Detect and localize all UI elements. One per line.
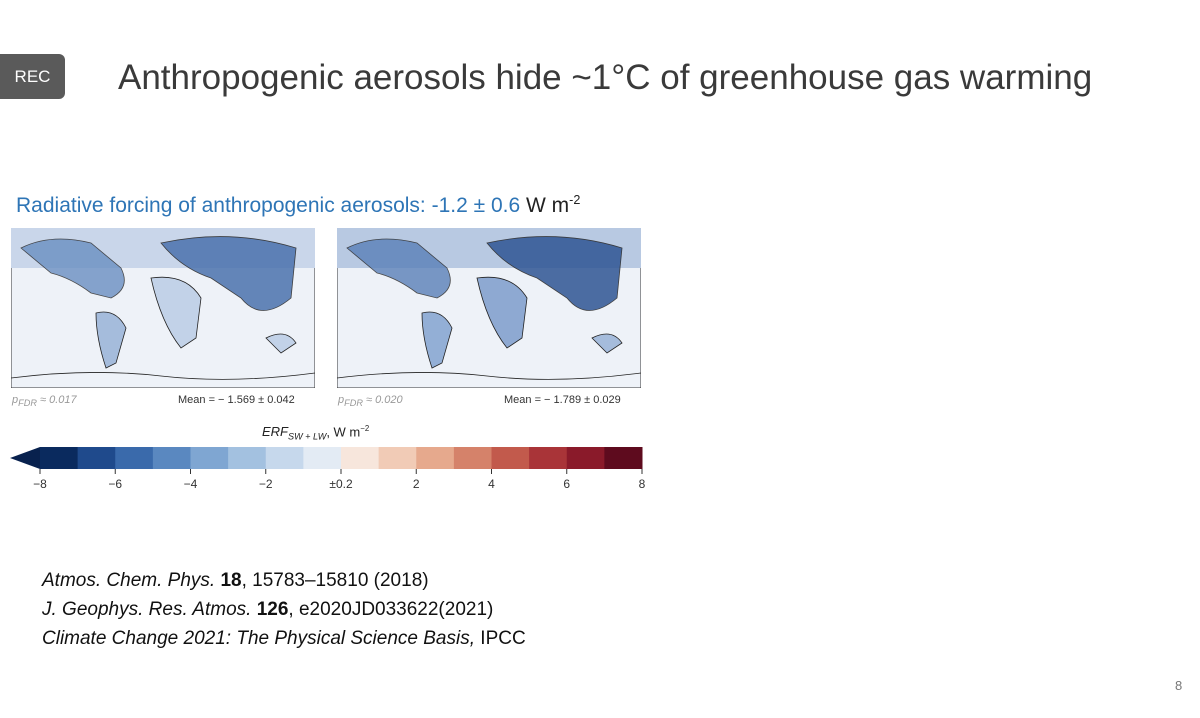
p: p (338, 394, 345, 406)
colorbar-tick-label: −6 (108, 477, 122, 491)
reference-rest: IPCC (475, 628, 526, 649)
slide-title: Anthropogenic aerosols hide ~1°C of gree… (118, 58, 1093, 97)
reference-rest: , 15783–15810 (2018) (241, 570, 429, 591)
colorbar-tick-label: 6 (563, 477, 570, 491)
map-mean: Mean = − 1.569 ± 0.042 (178, 394, 295, 406)
colorbar: −8 −6 −4 −2 ±0.2 2 4 6 8 (10, 447, 646, 491)
p: p (12, 394, 19, 406)
reference: Atmos. Chem. Phys. 18, 15783–15810 (2018… (42, 566, 526, 595)
colorbar-segment (566, 447, 605, 469)
colorbar-segment (341, 447, 380, 469)
colorbar-segment (416, 447, 455, 469)
map-p-value: pFDR ≈ 0.020 (338, 394, 403, 408)
colorbar-segment (491, 447, 530, 469)
exponent: -2 (569, 193, 581, 207)
erf: ERF (262, 424, 288, 440)
unit: , W m (326, 424, 361, 440)
erf-sub: SW + LW (288, 431, 327, 442)
exponent: −2 (360, 424, 370, 433)
colorbar-tick-label: 4 (488, 477, 495, 491)
map-right (337, 228, 641, 388)
colorbar-tick-label: −8 (33, 477, 47, 491)
colorbar-tick-label: −2 (259, 477, 273, 491)
colorbar-segment (115, 447, 154, 469)
colorbar-segment (265, 447, 304, 469)
colorbar-segment (378, 447, 417, 469)
map-p-value: pFDR ≈ 0.017 (12, 394, 77, 408)
map-mean: Mean = − 1.789 ± 0.029 (504, 394, 621, 406)
colorbar-tick-label: 2 (413, 477, 420, 491)
p-value: ≈ 0.020 (366, 394, 403, 406)
colorbar-label: ERFSW + LW, W m−2 (262, 424, 369, 442)
colorbar-segment (228, 447, 267, 469)
p-value: ≈ 0.017 (40, 394, 77, 406)
colorbar-segment (453, 447, 492, 469)
colorbar-segment (303, 447, 342, 469)
p-sub: FDR (344, 398, 363, 409)
reference-volume: 126 (256, 599, 289, 620)
reference-journal: Atmos. Chem. Phys. (42, 570, 216, 591)
colorbar-segment (529, 447, 568, 469)
map-left (11, 228, 315, 388)
colorbar-segment (40, 447, 79, 469)
colorbar-segment (152, 447, 191, 469)
reference-rest: , e2020JD033622(2021) (288, 599, 494, 620)
rec-badge[interactable]: REC (0, 54, 65, 99)
colorbar-tick-label: 8 (639, 477, 646, 491)
colorbar-tick-label: −4 (184, 477, 198, 491)
subtitle: Radiative forcing of anthropogenic aeros… (16, 193, 580, 218)
reference-journal: Climate Change 2021: The Physical Scienc… (42, 628, 476, 649)
references: Atmos. Chem. Phys. 18, 15783–15810 (2018… (42, 566, 526, 653)
reference: Climate Change 2021: The Physical Scienc… (42, 624, 526, 653)
colorbar-segment (604, 447, 643, 469)
subtitle-text: Radiative forcing of anthropogenic aeros… (16, 194, 521, 217)
colorbar-arrow (10, 447, 40, 469)
colorbar-segment (77, 447, 116, 469)
reference-journal: J. Geophys. Res. Atmos. (42, 599, 252, 620)
reference: J. Geophys. Res. Atmos. 126, e2020JD0336… (42, 595, 526, 624)
reference-volume: 18 (220, 570, 242, 591)
unit: W m (526, 194, 570, 217)
colorbar-tick-label: ±0.2 (329, 477, 353, 491)
p-sub: FDR (18, 398, 37, 409)
colorbar-segment (190, 447, 229, 469)
page-number: 8 (1175, 678, 1183, 693)
